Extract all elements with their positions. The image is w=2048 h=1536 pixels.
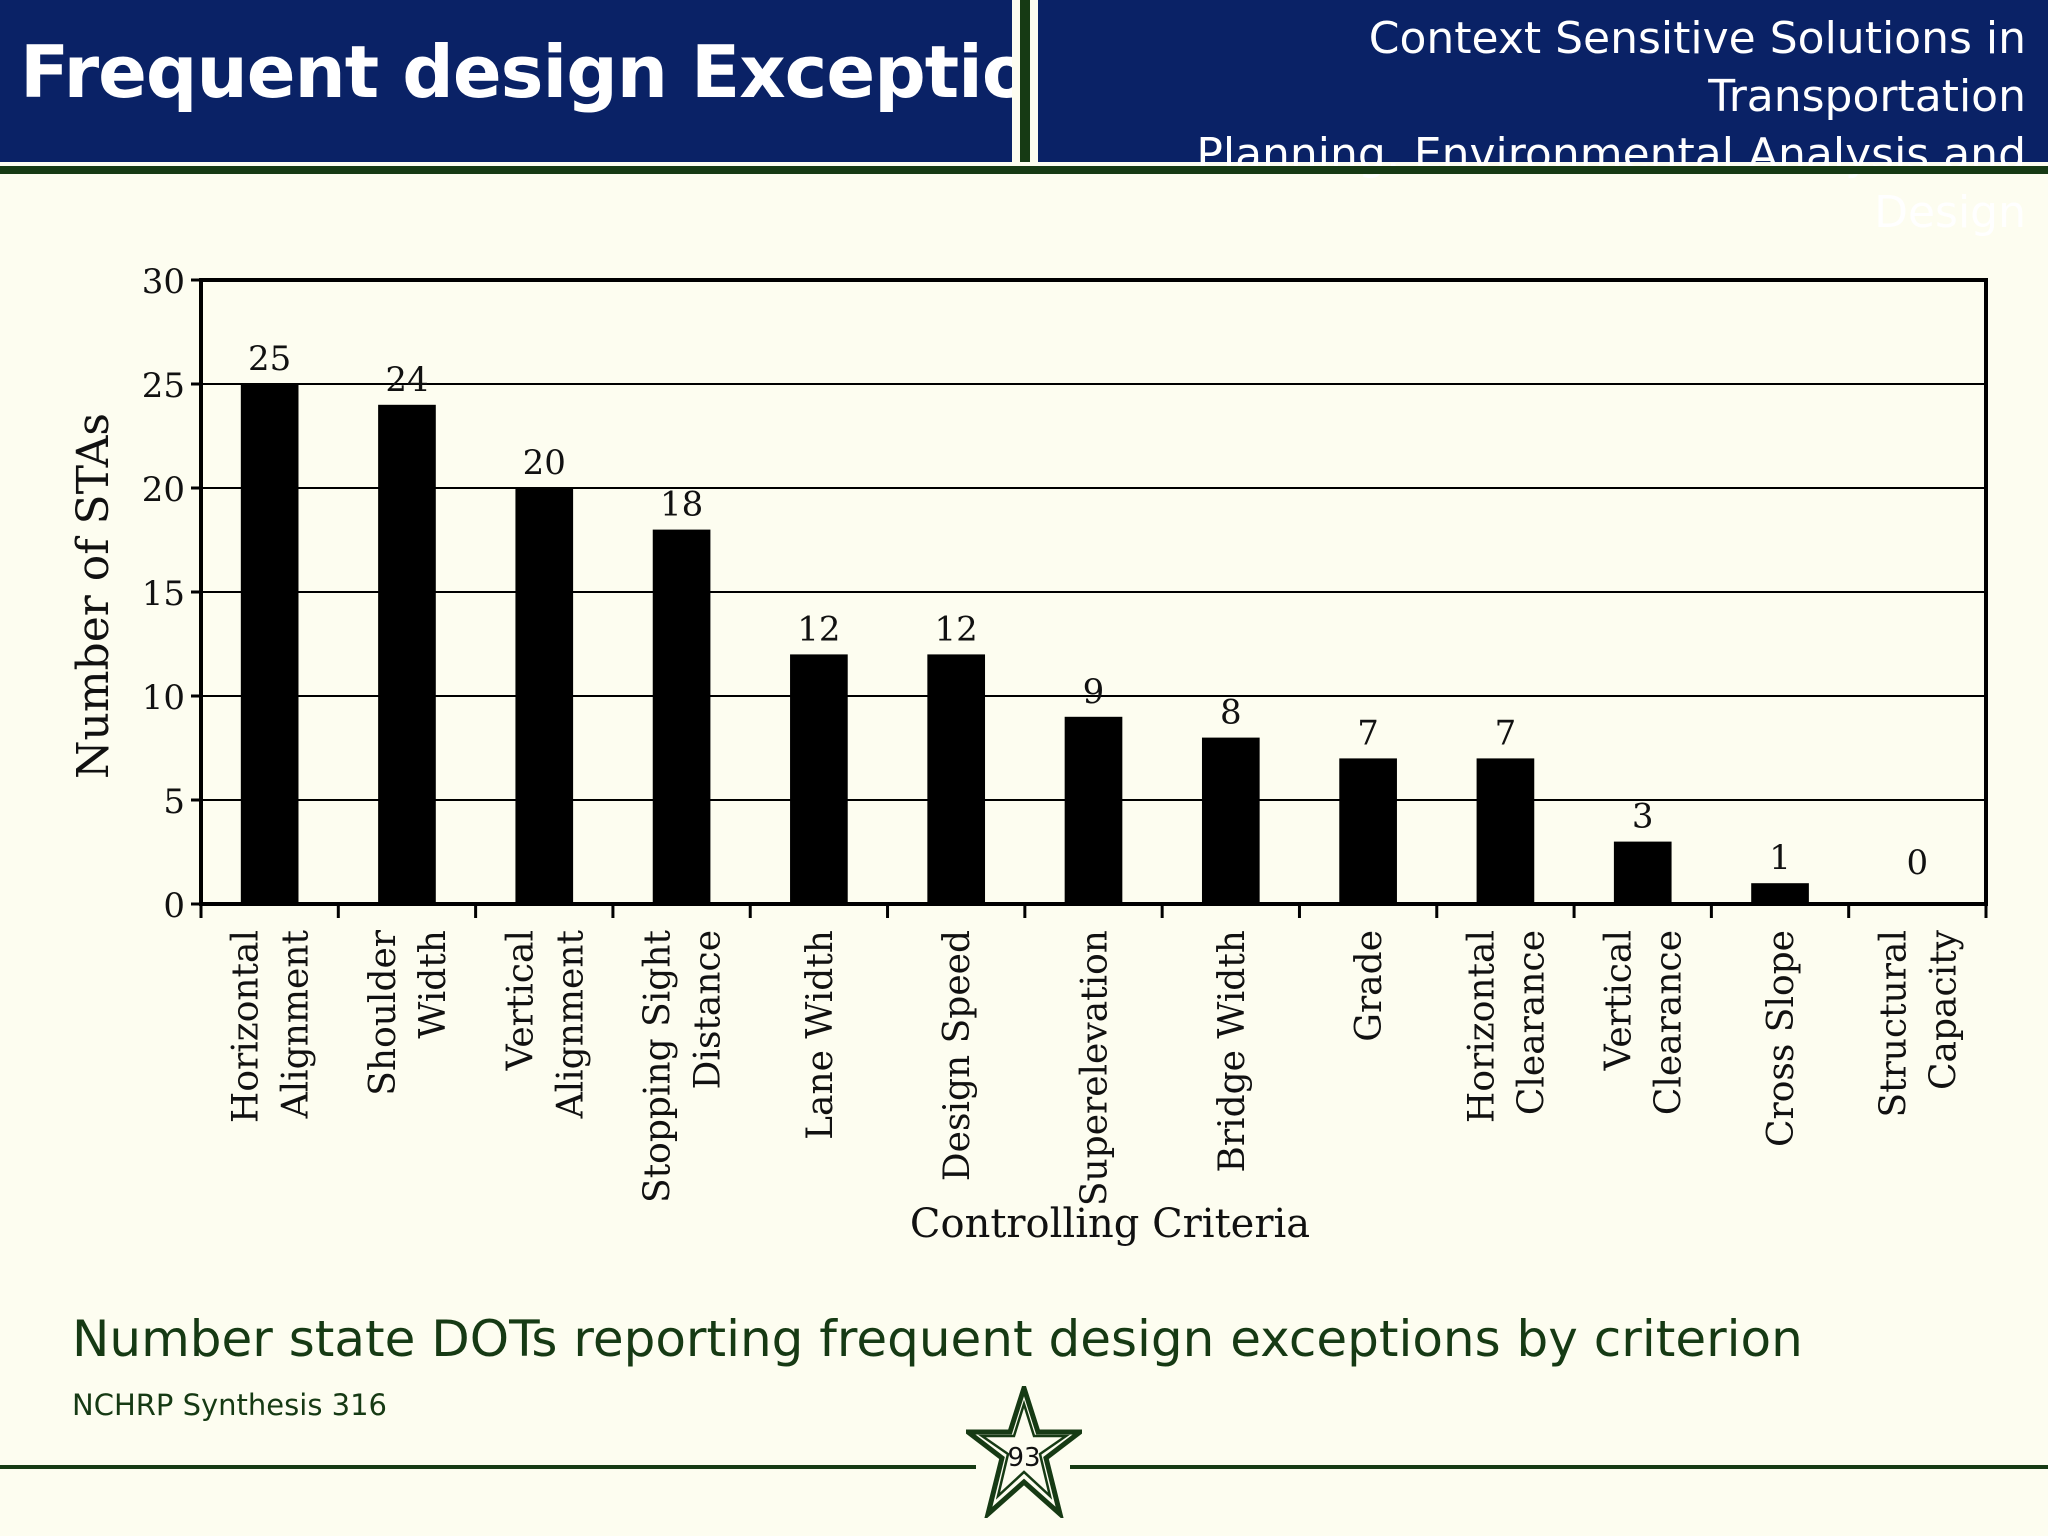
category-label: Horizontal Clearance bbox=[1461, 930, 1552, 1123]
bar bbox=[1613, 841, 1672, 904]
course-title: Context Sensitive Solutions in Transport… bbox=[1066, 10, 2026, 242]
data-label: 0 bbox=[1907, 843, 1929, 883]
star-inner-icon bbox=[977, 1399, 1071, 1500]
bar bbox=[1751, 883, 1809, 904]
bar bbox=[378, 404, 436, 904]
category-label-line: Clearance bbox=[1649, 930, 1690, 1115]
y-tick-label: 15 bbox=[142, 574, 185, 614]
bar-chart: Number of STAs Controlling Criteria 0510… bbox=[68, 262, 1988, 1247]
category-label: Vertical Clearance bbox=[1599, 930, 1690, 1115]
course-title-line-1: Context Sensitive Solutions in Transport… bbox=[1368, 13, 2026, 122]
bar bbox=[1064, 716, 1123, 904]
bar bbox=[790, 654, 848, 904]
y-tick-label: 20 bbox=[142, 470, 185, 510]
category-label-line: Alignment bbox=[550, 929, 591, 1119]
category-label-line: Alignment bbox=[276, 929, 317, 1119]
footer-rule-left bbox=[0, 1465, 976, 1469]
category-label: Design Speed bbox=[937, 930, 978, 1181]
data-label: 24 bbox=[385, 360, 428, 400]
page-number: 93 bbox=[1007, 1443, 1040, 1473]
source-citation: NCHRP Synthesis 316 bbox=[72, 1388, 387, 1422]
footer-rule-right bbox=[1070, 1465, 2048, 1469]
y-tick-label: 0 bbox=[163, 886, 185, 926]
category-label-line: Structural bbox=[1873, 930, 1914, 1118]
data-label: 7 bbox=[1495, 713, 1517, 753]
y-tick-label: 25 bbox=[142, 366, 185, 406]
header-divider bbox=[1012, 0, 1038, 172]
header-subtitle-panel: Context Sensitive Solutions in Transport… bbox=[1038, 0, 2048, 238]
y-tick-label: 30 bbox=[142, 262, 185, 302]
category-label: Bridge Width bbox=[1212, 930, 1253, 1173]
data-label: 3 bbox=[1632, 797, 1654, 837]
category-label-line: Shoulder bbox=[363, 929, 404, 1096]
category-label-line: Grade bbox=[1349, 930, 1390, 1042]
category-label-line: Design Speed bbox=[937, 930, 978, 1181]
category-label: Vertical Alignment bbox=[500, 929, 591, 1119]
category-label-line: Horizontal bbox=[226, 930, 267, 1123]
category-label: Stopping Sight Distance bbox=[638, 929, 729, 1202]
category-label: Structural Capacity bbox=[1873, 929, 1964, 1117]
category-label-line: Superelevation bbox=[1075, 930, 1116, 1206]
data-label: 12 bbox=[935, 609, 978, 649]
category-label-line: Capacity bbox=[1923, 929, 1964, 1090]
category-label: Superelevation bbox=[1075, 930, 1116, 1206]
data-label: 7 bbox=[1357, 713, 1379, 753]
data-label: 1 bbox=[1769, 838, 1791, 878]
star-outline-icon bbox=[966, 1386, 1082, 1518]
header-title-panel: Frequent design Exceptions bbox=[0, 0, 1123, 162]
data-label: 20 bbox=[523, 443, 566, 483]
category-label-line: Cross Slope bbox=[1761, 930, 1802, 1147]
category-label: Horizontal Alignment bbox=[226, 929, 317, 1123]
category-label-line: Clearance bbox=[1511, 930, 1552, 1115]
y-tick-label: 5 bbox=[163, 782, 185, 822]
page-number-star: 93 bbox=[966, 1386, 1082, 1518]
bar bbox=[515, 488, 574, 904]
category-label-line: Lane Width bbox=[800, 930, 841, 1140]
chart-caption: Number state DOTs reporting frequent des… bbox=[72, 1310, 1803, 1368]
header-rule bbox=[0, 166, 2048, 174]
category-label: Shoulder Width bbox=[363, 929, 454, 1096]
data-label: 12 bbox=[797, 609, 840, 649]
category-label-line: Distance bbox=[688, 930, 729, 1089]
category-label-line: Vertical bbox=[1599, 930, 1640, 1071]
category-label-line: Stopping Sight bbox=[638, 929, 679, 1202]
bar bbox=[1476, 758, 1535, 904]
bar bbox=[1339, 758, 1397, 904]
page-title: Frequent design Exceptions bbox=[20, 30, 1123, 114]
bar bbox=[927, 654, 986, 904]
category-label-line: Vertical bbox=[500, 930, 541, 1071]
category-label-line: Horizontal bbox=[1461, 930, 1502, 1123]
y-tick-label: 10 bbox=[142, 678, 185, 718]
category-label: Lane Width bbox=[800, 930, 841, 1140]
category-label-line: Bridge Width bbox=[1212, 930, 1253, 1173]
x-axis-label: Controlling Criteria bbox=[910, 1201, 1310, 1247]
data-label: 8 bbox=[1220, 693, 1242, 733]
course-title-line-2: Planning, Environmental Analysis and Des… bbox=[1196, 129, 2026, 238]
category-label-line: Width bbox=[413, 930, 454, 1039]
bar bbox=[652, 529, 711, 904]
category-label: Grade bbox=[1349, 930, 1390, 1042]
data-label: 25 bbox=[248, 339, 291, 379]
category-label: Cross Slope bbox=[1761, 930, 1802, 1147]
data-label: 9 bbox=[1083, 672, 1105, 712]
bar bbox=[240, 384, 299, 904]
bar bbox=[1201, 737, 1260, 904]
y-axis-label: Number of STAs bbox=[68, 413, 119, 779]
data-label: 18 bbox=[660, 485, 703, 525]
